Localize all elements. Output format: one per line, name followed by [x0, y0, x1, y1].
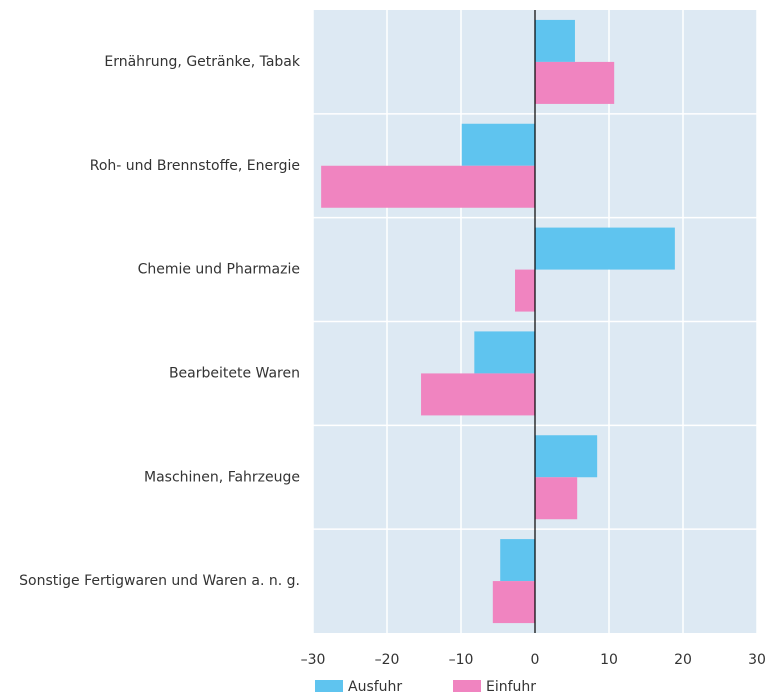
- x-tick-label: 10: [600, 652, 618, 668]
- bar: [535, 19, 575, 62]
- x-tick-label: –10: [449, 652, 474, 668]
- y-tick-label: Roh- und Brennstoffe, Energie: [90, 158, 300, 174]
- bar: [421, 373, 535, 416]
- x-tick-label: –30: [301, 652, 326, 668]
- x-tick-label: 30: [748, 652, 766, 668]
- legend-label: Einfuhr: [486, 679, 536, 695]
- y-tick-label: Bearbeitete Waren: [169, 365, 300, 381]
- x-tick-label: 0: [531, 652, 540, 668]
- bar: [500, 539, 535, 582]
- bar: [535, 61, 615, 104]
- bar: [492, 581, 535, 624]
- legend-swatch: [453, 680, 481, 692]
- y-tick-label: Chemie und Pharmazie: [138, 262, 300, 278]
- y-tick-label: Maschinen, Fahrzeuge: [144, 469, 300, 485]
- bar: [535, 477, 578, 520]
- bar: [535, 435, 598, 478]
- bar: [461, 123, 535, 166]
- y-tick-label: Ernährung, Getränke, Tabak: [104, 54, 301, 70]
- x-tick-label: –20: [375, 652, 400, 668]
- bar: [515, 269, 535, 312]
- bar: [535, 227, 675, 270]
- x-tick-label: 20: [674, 652, 692, 668]
- bar: [474, 331, 535, 374]
- legend-label: Ausfuhr: [348, 679, 402, 695]
- y-tick-label: Sonstige Fertigwaren und Waren a. n. g.: [19, 573, 300, 589]
- bar: [321, 165, 535, 208]
- legend-swatch: [315, 680, 343, 692]
